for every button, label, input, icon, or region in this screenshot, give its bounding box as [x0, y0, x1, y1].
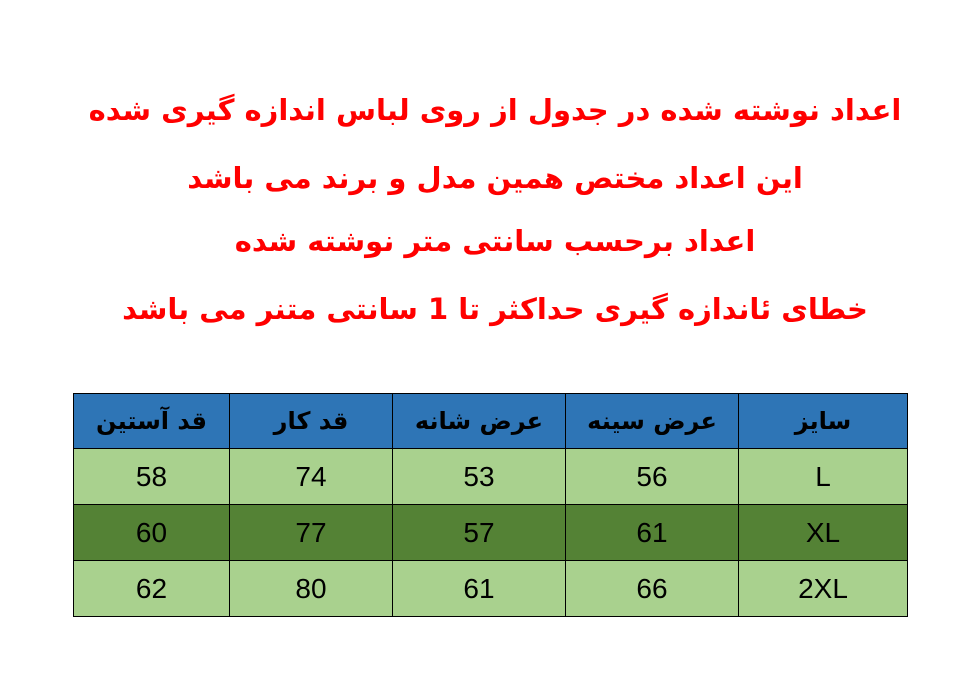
cell-shoulder: 61 [392, 560, 566, 617]
cell-length: 77 [229, 504, 393, 561]
cell-size: L [738, 448, 908, 505]
cell-shoulder: 53 [392, 448, 566, 505]
cell-sleeve: 62 [73, 560, 230, 617]
cell-length: 80 [229, 560, 393, 617]
cell-sleeve: 58 [73, 448, 230, 505]
note-line-4: خطای ئاندازه گیری حداکثر تا 1 سانتی متنر… [122, 292, 868, 326]
header-body-length: قد کار [229, 393, 393, 449]
cell-chest: 66 [565, 560, 739, 617]
cell-chest: 56 [565, 448, 739, 505]
table-row: L 56 53 74 58 [73, 448, 908, 505]
table-row: XL 61 57 77 60 [73, 504, 908, 561]
header-chest-width: عرض سینه [565, 393, 739, 449]
table-row: 2XL 66 61 80 62 [73, 560, 908, 617]
cell-size: XL [738, 504, 908, 561]
cell-size: 2XL [738, 560, 908, 617]
note-line-2: این اعداد مختص همین مدل و برند می باشد [187, 161, 803, 195]
cell-chest: 61 [565, 504, 739, 561]
note-line-1: اعداد نوشته شده در جدول از روی لباس اندا… [88, 93, 902, 127]
note-line-3: اعداد برحسب سانتی متر نوشته شده [234, 224, 756, 258]
size-table: سایز عرض سینه عرض شانه قد کار قد آستین L… [73, 393, 908, 617]
cell-sleeve: 60 [73, 504, 230, 561]
header-size: سایز [738, 393, 908, 449]
cell-length: 74 [229, 448, 393, 505]
header-shoulder-width: عرض شانه [392, 393, 566, 449]
table-header-row: سایز عرض سینه عرض شانه قد کار قد آستین [73, 393, 908, 449]
cell-shoulder: 57 [392, 504, 566, 561]
header-sleeve-length: قد آستین [73, 393, 230, 449]
